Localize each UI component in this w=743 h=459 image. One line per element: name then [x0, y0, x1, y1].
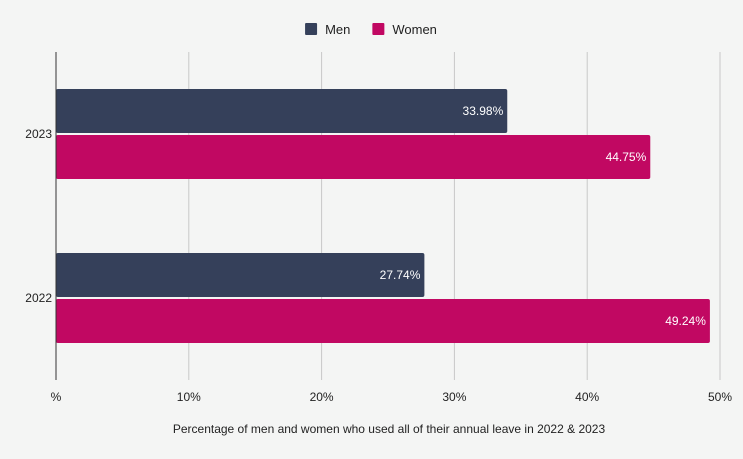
bar-men-2023	[56, 89, 508, 133]
x-axis-label: Percentage of men and women who used all…	[173, 422, 606, 436]
legend-item-men: Men	[305, 22, 350, 37]
legend: Men Women	[305, 22, 437, 37]
category-label: 2022	[25, 291, 52, 305]
bar-men-2022	[56, 253, 425, 297]
bar-women-2022	[56, 299, 710, 343]
legend-item-women: Women	[372, 22, 437, 37]
legend-label: Women	[392, 22, 437, 37]
x-tick-label: 30%	[442, 390, 466, 404]
legend-swatch	[305, 23, 318, 35]
x-tick-label: 10%	[177, 390, 201, 404]
category-label: 2023	[25, 127, 52, 141]
x-tick-label: 50%	[708, 390, 732, 404]
data-label: 27.74%	[380, 268, 421, 282]
legend-swatch	[372, 23, 385, 35]
data-label: 49.24%	[665, 314, 706, 328]
bars: 33.98% 44.75% 27.74% 49.24%	[56, 89, 710, 343]
bar-women-2023	[56, 135, 651, 179]
legend-label: Men	[325, 22, 350, 37]
data-label: 33.98%	[463, 104, 504, 118]
axes: % 10% 20% 30% 40% 50% 2023 2022	[25, 52, 732, 404]
x-tick-label: %	[51, 390, 62, 404]
data-label: 44.75%	[606, 150, 647, 164]
x-tick-label: 20%	[310, 390, 334, 404]
x-tick-label: 40%	[575, 390, 599, 404]
